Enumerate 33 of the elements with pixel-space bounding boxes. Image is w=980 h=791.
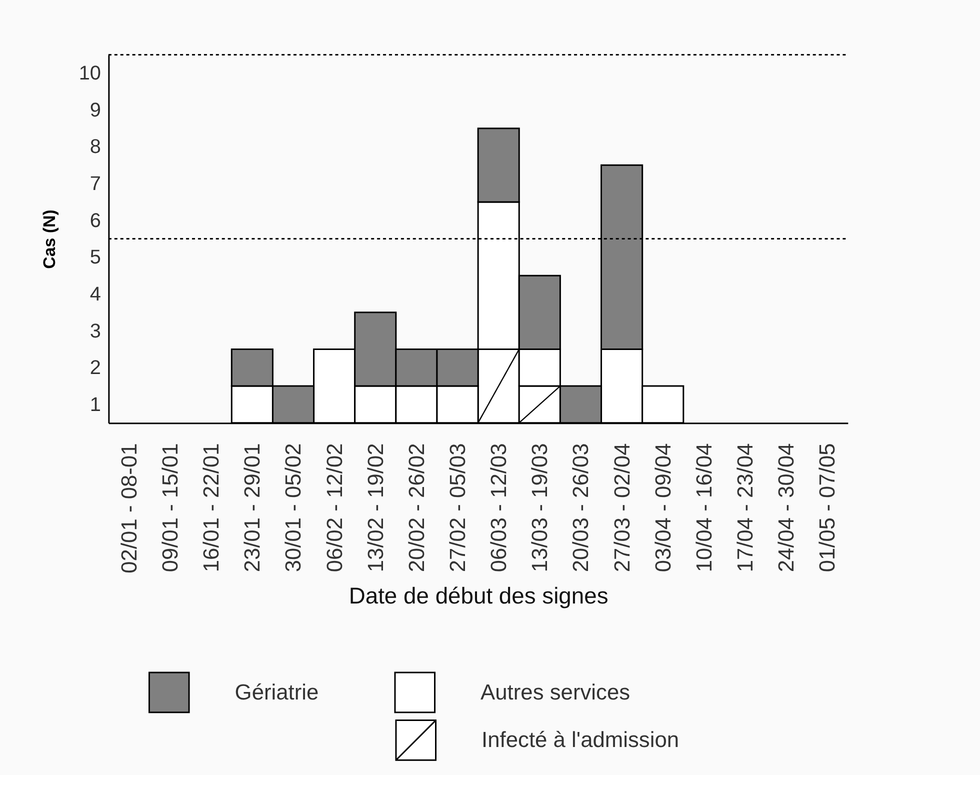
y-tick-label: 6	[90, 210, 101, 232]
x-tick-label: 30/01 - 05/02	[280, 443, 306, 572]
x-tick-label: 27/02 - 05/03	[444, 443, 470, 572]
legend-label: Autres services	[480, 679, 630, 704]
x-tick-label: 06/02 - 12/02	[322, 443, 347, 572]
x-tick-label: 23/01 - 29/01	[240, 443, 265, 572]
y-tick-label: 10	[78, 62, 101, 85]
x-tick-label: 02/01 - 08-01	[116, 443, 142, 574]
x-tick-label: 24/04 - 30/04	[774, 443, 799, 572]
x-tick-label: 10/04 - 16/04	[691, 443, 716, 572]
y-tick-label: 5	[90, 246, 101, 269]
x-tick-label: 17/04 - 23/04	[732, 443, 758, 572]
x-tick-label: 20/03 - 26/03	[568, 443, 594, 572]
y-tick-label: 8	[90, 136, 101, 158]
x-tick-label: 13/02 - 19/02	[362, 443, 388, 572]
legend-label: Infecté à l'admission	[482, 727, 680, 752]
y-tick-label: 7	[90, 173, 101, 196]
x-tick-label: 13/03 - 19/03	[527, 443, 552, 572]
legend-label: Gériatrie	[234, 679, 319, 704]
x-tick-label: 03/04 - 09/04	[650, 443, 676, 572]
y-tick-label: 2	[90, 357, 101, 380]
x-tick-label: 16/01 - 22/01	[198, 443, 224, 572]
x-tick-label: 01/05 - 07/05	[814, 443, 840, 572]
x-axis-title: Date de début des signes	[348, 582, 608, 608]
x-tick-label: 09/01 - 15/01	[158, 443, 183, 572]
y-tick-label: 3	[90, 320, 101, 342]
x-tick-label: 06/03 - 12/03	[486, 443, 512, 572]
y-axis-title: Cas (N)	[40, 210, 59, 269]
x-tick-label: 20/02 - 26/02	[404, 443, 429, 572]
y-tick-label: 4	[90, 283, 101, 306]
y-tick-label: 9	[90, 99, 101, 122]
x-tick-label: 27/03 - 02/04	[609, 443, 634, 572]
y-tick-label: 1	[90, 394, 101, 416]
